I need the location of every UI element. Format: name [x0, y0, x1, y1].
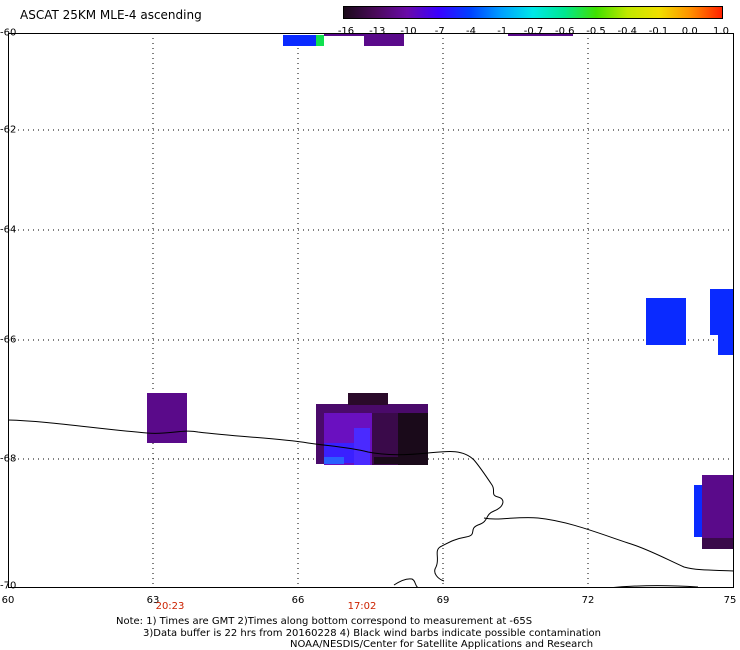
lon-label-63: 63: [146, 595, 160, 606]
colorbar-tick-label: -10: [400, 26, 417, 37]
colorbar-tick-label: -16: [337, 26, 355, 37]
swath-right-purple-b: [702, 538, 734, 549]
lon-label-69: 69: [436, 595, 450, 606]
colorbar-tick-label: -13: [369, 26, 386, 37]
swath-top-blue: [283, 35, 316, 46]
lon-label-72: 72: [581, 595, 595, 606]
colorbar-tick-label: -0.4: [617, 26, 638, 37]
swath-right-purple-a: [702, 475, 734, 549]
time-label-2: 17:02: [347, 601, 377, 612]
swath-top-green: [316, 35, 324, 46]
map-plot: [8, 33, 734, 588]
colorbar: [343, 6, 723, 19]
swath-top-line-b: [508, 33, 573, 36]
grid-lines: [8, 33, 734, 588]
colorbar-tick-label: -7: [434, 26, 445, 37]
lon-label-75: 75: [723, 595, 737, 606]
colorbar-tick-label: 1.0: [713, 26, 729, 37]
swath-top-purple-a: [364, 35, 404, 46]
lat-label-70: -70: [0, 580, 17, 592]
note-line-3: NOAA/NESDIS/Center for Satellite Applica…: [290, 639, 594, 650]
lon-label-66: 66: [291, 595, 305, 606]
colorbar-tick-label: -0.5: [586, 26, 606, 37]
note-line-2: 3)Data buffer is 22 hrs from 20160228 4)…: [143, 628, 601, 639]
colorbar-tick-label: -0.1: [648, 26, 669, 37]
swath-top-line-a: [324, 33, 404, 36]
colorbar-tick-label: 0.0: [681, 26, 698, 37]
colorbar-tick-label: -4: [466, 26, 476, 37]
time-label-1: 20:23: [155, 601, 185, 612]
note-line-1: Note: 1) Times are GMT 2)Times along bot…: [116, 616, 533, 627]
colorbar-tick-label: -1: [497, 26, 508, 37]
lat-label-62: -62: [0, 124, 17, 136]
lon-label-60: 60: [1, 595, 15, 606]
swath-center-cluster: [316, 393, 428, 465]
lat-label-68: -68: [0, 453, 17, 465]
lat-label-66: -66: [0, 334, 17, 346]
swath-right-blue-b: [710, 289, 734, 335]
colorbar-tick-label: -0.6: [554, 26, 575, 37]
lat-label-60: -60: [0, 27, 17, 39]
coastline: [8, 419, 734, 588]
swath-right-blue-c: [718, 333, 734, 355]
swath-left-purple: [147, 393, 187, 443]
plot-border: [8, 33, 734, 588]
lat-label-64: -64: [0, 224, 17, 236]
map-title: ASCAT 25KM MLE-4 ascending: [20, 8, 202, 22]
colorbar-tick-label: -0.7: [523, 26, 544, 37]
swath-right-blue-a: [646, 298, 686, 345]
